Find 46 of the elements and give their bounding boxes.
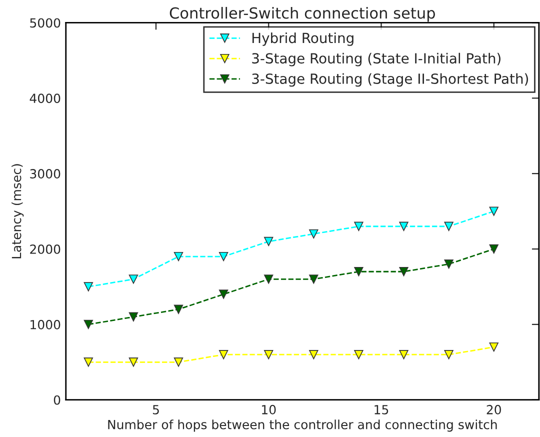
legend-label: 3-Stage Routing (Stage II-Shortest Path) <box>252 73 528 87</box>
point <box>309 350 318 360</box>
x-tick-label: 15 <box>374 405 388 414</box>
point <box>84 358 93 367</box>
point <box>264 350 274 360</box>
y-tick-label: 2000 <box>30 244 60 254</box>
point <box>174 304 184 314</box>
y-tick-label: 5000 <box>30 18 60 28</box>
x-tick-label: 10 <box>262 404 276 414</box>
y-tick-label: 0 <box>54 395 60 405</box>
chart-title: Controller-Switch connection setup <box>170 6 435 22</box>
point <box>84 320 93 330</box>
legend-label: 3-Stage Routing (State I-Initial Path) <box>252 52 500 66</box>
x-tick-label: 20 <box>486 404 501 414</box>
point <box>489 244 498 254</box>
point <box>354 267 364 276</box>
point <box>174 252 184 262</box>
point <box>218 252 228 262</box>
point <box>174 358 184 367</box>
x-tick-label: 5 <box>152 405 159 414</box>
point <box>399 350 408 360</box>
point <box>399 267 408 276</box>
point <box>309 274 318 284</box>
y-tick-label: 3000 <box>30 169 60 179</box>
x-axis-title: Number of hops between the controller and connecting switch <box>108 420 497 432</box>
y-axis-title: Latency (msec) <box>12 164 24 258</box>
point <box>444 222 454 231</box>
point <box>354 350 364 360</box>
point <box>489 342 498 352</box>
point <box>128 274 138 284</box>
legend-label: Hybrid Routing <box>252 32 354 46</box>
y-tick-label: 1000 <box>30 320 60 330</box>
point <box>264 274 274 284</box>
point <box>444 260 454 269</box>
point <box>128 358 138 367</box>
point <box>264 236 274 246</box>
y-tick-label: 4000 <box>30 94 60 104</box>
point <box>218 290 228 299</box>
point <box>354 222 364 231</box>
point <box>309 229 318 239</box>
point <box>399 222 408 231</box>
point <box>218 350 228 360</box>
point <box>444 350 454 360</box>
point <box>489 206 498 216</box>
point <box>128 312 138 322</box>
point <box>84 282 93 292</box>
